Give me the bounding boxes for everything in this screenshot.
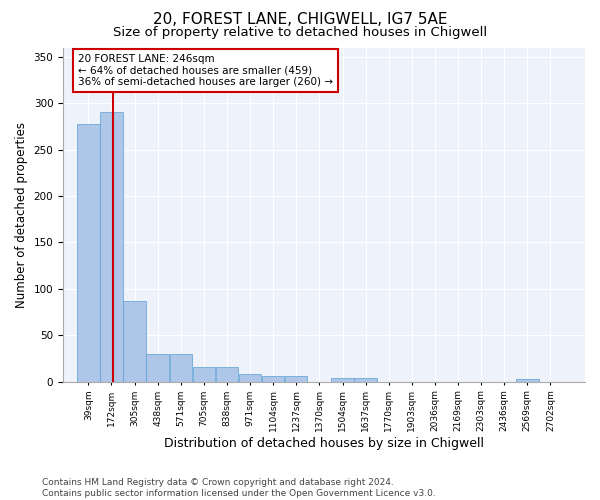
Bar xyxy=(216,367,238,382)
Bar xyxy=(193,367,215,382)
Text: Size of property relative to detached houses in Chigwell: Size of property relative to detached ho… xyxy=(113,26,487,39)
Bar xyxy=(239,374,261,382)
Y-axis label: Number of detached properties: Number of detached properties xyxy=(15,122,28,308)
Bar xyxy=(355,378,377,382)
Bar xyxy=(262,376,284,382)
Bar xyxy=(124,301,146,382)
Bar xyxy=(170,354,192,382)
Bar xyxy=(285,376,307,382)
Text: 20 FOREST LANE: 246sqm
← 64% of detached houses are smaller (459)
36% of semi-de: 20 FOREST LANE: 246sqm ← 64% of detached… xyxy=(78,54,333,87)
Bar xyxy=(331,378,354,382)
Text: 20, FOREST LANE, CHIGWELL, IG7 5AE: 20, FOREST LANE, CHIGWELL, IG7 5AE xyxy=(153,12,447,26)
X-axis label: Distribution of detached houses by size in Chigwell: Distribution of detached houses by size … xyxy=(164,437,484,450)
Text: Contains HM Land Registry data © Crown copyright and database right 2024.
Contai: Contains HM Land Registry data © Crown c… xyxy=(42,478,436,498)
Bar xyxy=(100,112,122,382)
Bar xyxy=(77,124,100,382)
Bar xyxy=(146,354,169,382)
Bar xyxy=(516,379,539,382)
